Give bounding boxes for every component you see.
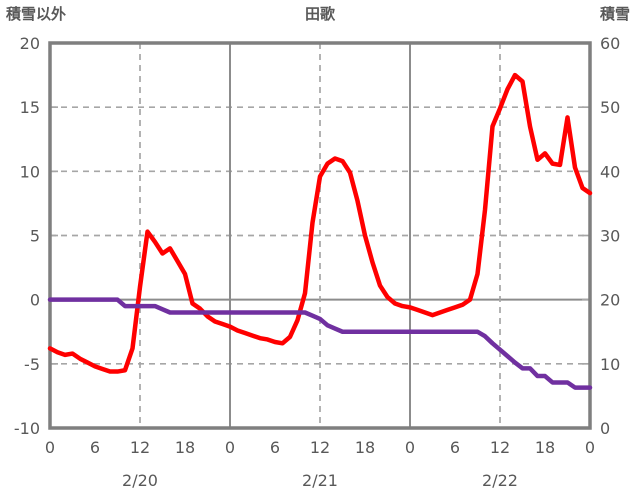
date-label: 2/20	[122, 471, 158, 490]
left-axis-tick-label: 15	[20, 98, 40, 117]
date-label: 2/21	[302, 471, 338, 490]
hour-tick-label: 18	[175, 438, 195, 457]
left-axis-tick-label: 20	[20, 34, 40, 53]
hour-tick-label: 18	[535, 438, 555, 457]
hour-tick-label: 0	[405, 438, 415, 457]
hour-tick-label: 18	[355, 438, 375, 457]
left-axis-tick-label: 10	[20, 162, 40, 181]
hour-tick-label: 12	[310, 438, 330, 457]
hour-tick-label: 6	[450, 438, 460, 457]
hour-tick-label: 0	[225, 438, 235, 457]
chart-title: 田歌	[305, 5, 336, 23]
right-axis-tick-label: 10	[600, 355, 620, 374]
hour-tick-label: 12	[130, 438, 150, 457]
left-axis-tick-label: -10	[14, 419, 40, 438]
left-axis-tick-label: 5	[30, 227, 40, 246]
purple-line	[47, 297, 593, 390]
date-label: 2/22	[482, 471, 518, 490]
hour-tick-label: 6	[90, 438, 100, 457]
right-axis-tick-label: 0	[600, 419, 610, 438]
red-line	[47, 72, 593, 374]
hour-tick-label: 6	[270, 438, 280, 457]
right-axis-tick-label: 20	[600, 291, 620, 310]
right-axis-tick-label: 50	[600, 98, 620, 117]
left-axis-title: 積雪以外	[5, 5, 66, 23]
right-axis-tick-label: 30	[600, 227, 620, 246]
hour-tick-label: 12	[490, 438, 510, 457]
left-axis-tick-label: -5	[24, 355, 40, 374]
hour-tick-label: 0	[45, 438, 55, 457]
right-axis-title: 積雪	[599, 5, 630, 23]
right-axis-tick-label: 60	[600, 34, 620, 53]
hour-tick-label: 0	[585, 438, 595, 457]
right-axis-tick-label: 40	[600, 162, 620, 181]
plot-frame	[48, 41, 592, 430]
left-axis-tick-label: 0	[30, 291, 40, 310]
